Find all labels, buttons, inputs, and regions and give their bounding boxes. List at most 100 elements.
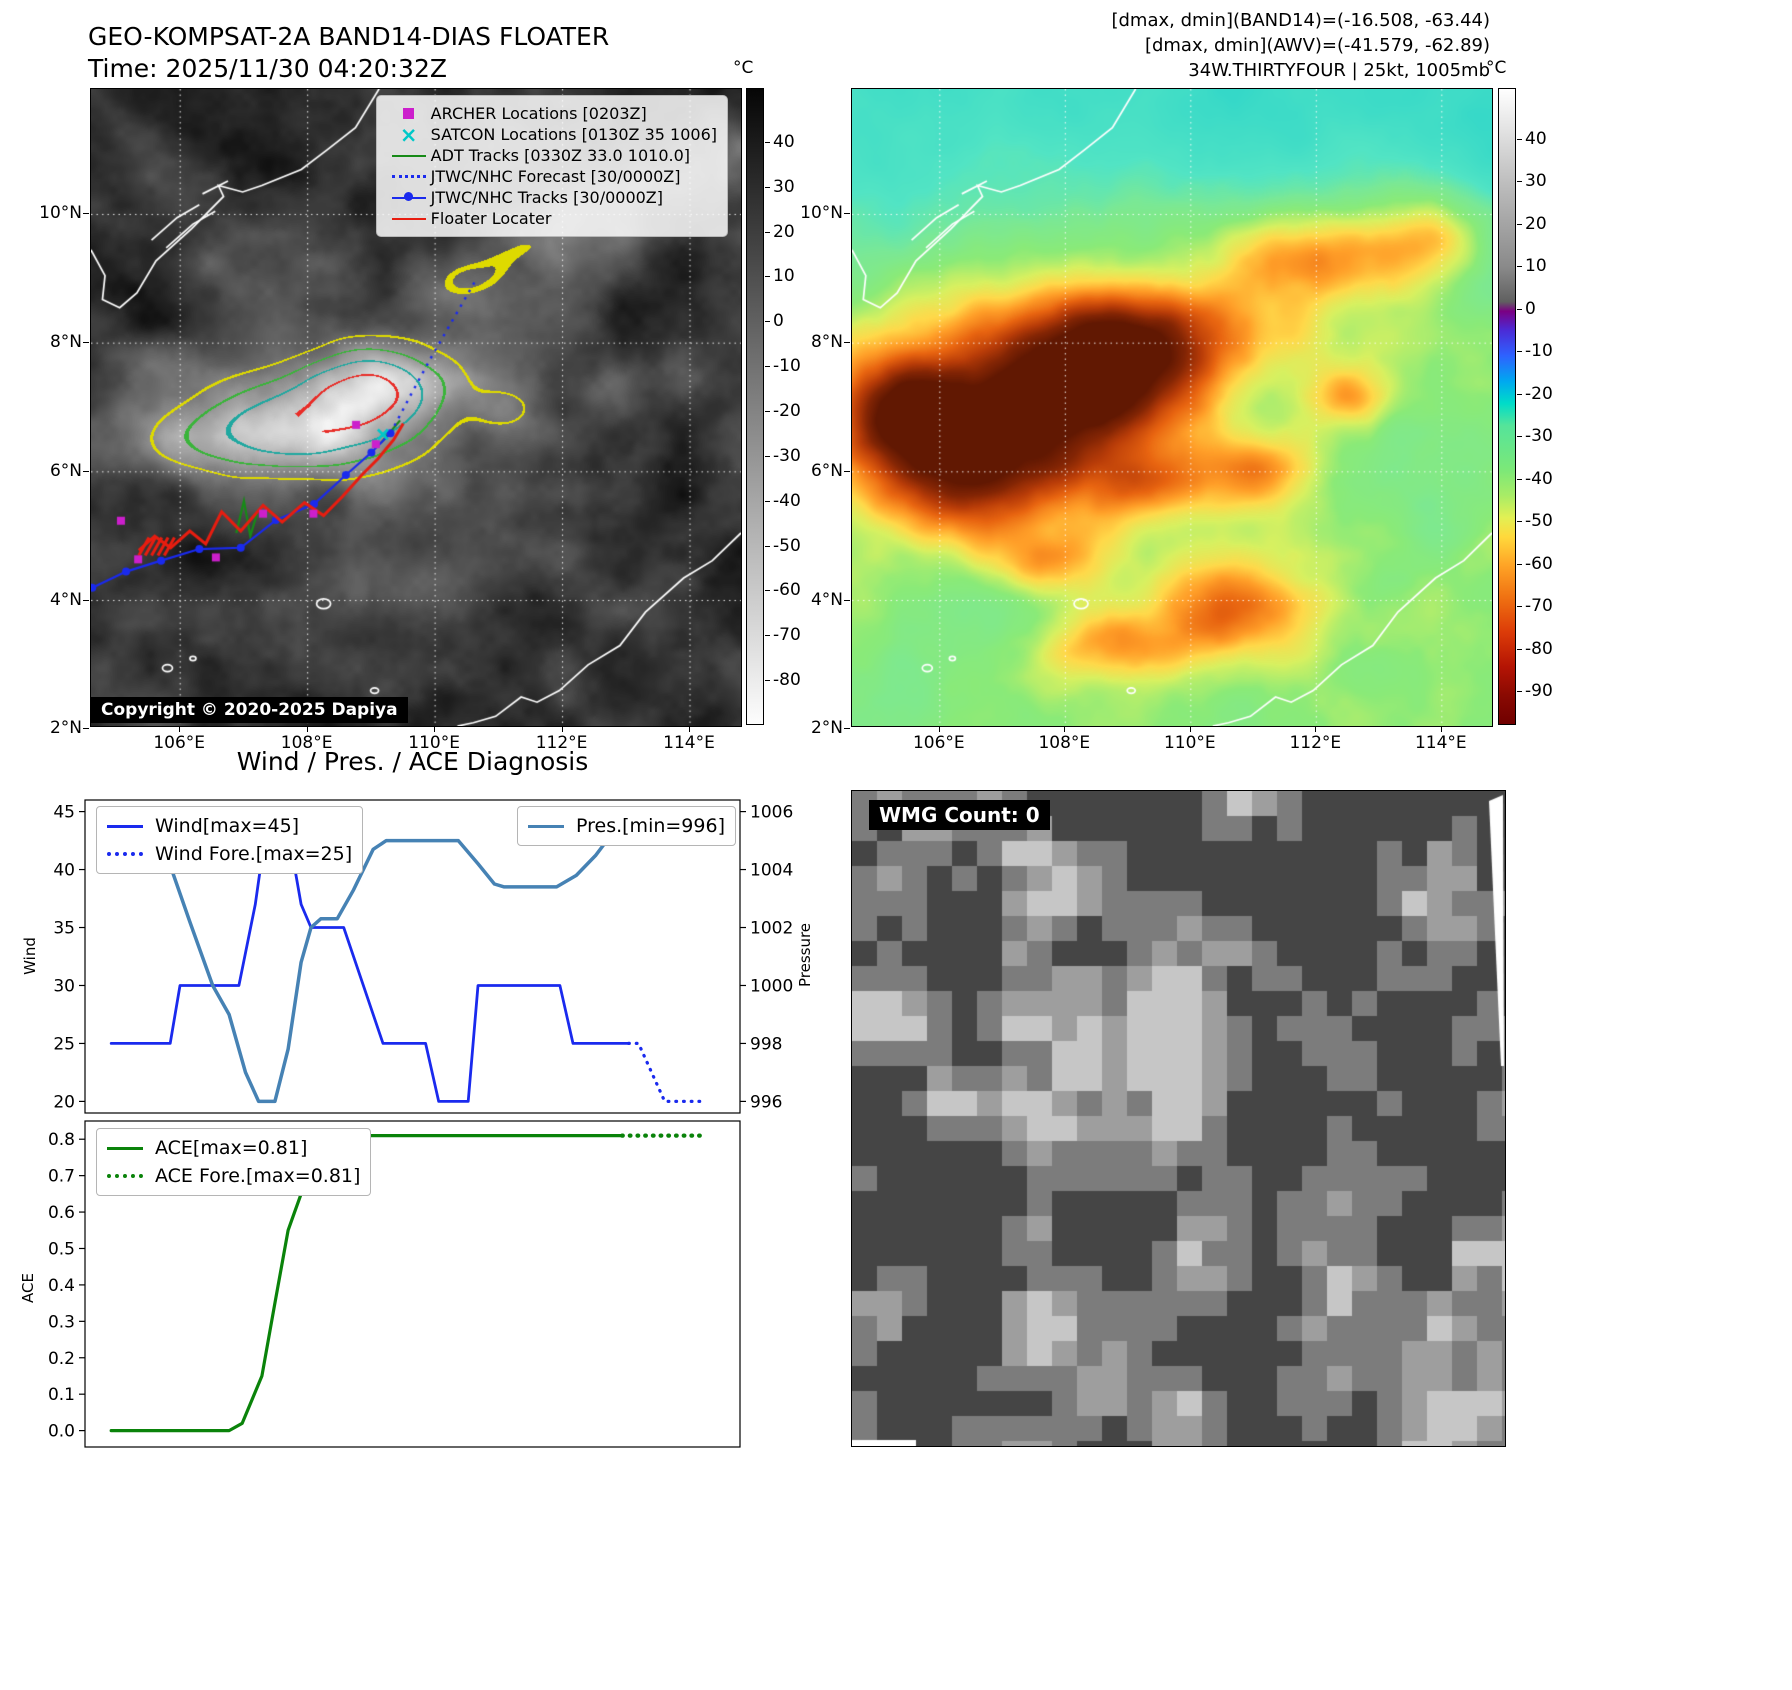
wind-axis-label: Wind: [21, 937, 39, 975]
band14-colorbar-tickmark: [765, 186, 770, 188]
floater-line-icon: [387, 217, 431, 220]
awv-lon-label: 110°E: [1163, 733, 1216, 753]
ytick-label: 0.3: [48, 1312, 75, 1332]
ytick-label: 0.8: [48, 1130, 75, 1150]
ace-axis-label: ACE: [19, 1273, 37, 1303]
ytick-label: 0.5: [48, 1239, 75, 1259]
band14-colorbar-label: -20: [773, 400, 801, 421]
awv-colorbar-label: 30: [1525, 171, 1547, 192]
awv-lon-label: 112°E: [1289, 733, 1342, 753]
band14-colorbar-label: -10: [773, 356, 801, 377]
ytick-label: 45: [53, 803, 75, 823]
awv-colorbar-tickmark: [1517, 351, 1522, 353]
awv-colorbar-label: -50: [1525, 511, 1553, 532]
band14-colorbar-tickmark: [765, 590, 770, 592]
awv-colorbar-label: -80: [1525, 638, 1553, 659]
awv-colorbar-label: -30: [1525, 426, 1553, 447]
band14-lon-tickmark: [179, 726, 181, 732]
awv-colorbar-label: -60: [1525, 553, 1553, 574]
band14-colorbar-tickmark: [765, 276, 770, 278]
legend-label: ACE[max=0.81]: [155, 1137, 308, 1159]
awv-colorbar-tickmark: [1517, 393, 1522, 395]
band14-lon-label: 114°E: [663, 733, 715, 753]
awv-colorbar: [1498, 88, 1516, 725]
ytick-label: 0.0: [48, 1422, 75, 1442]
awv-colorbar-tickmark: [1517, 223, 1522, 225]
ytick-label: 0.6: [48, 1203, 75, 1223]
legend-label: SATCON Locations [0130Z 35 1006]: [430, 125, 717, 144]
band14-lat-tickmark: [83, 342, 89, 344]
chart-frame: [84, 799, 741, 1114]
band14-title: GEO-KOMPSAT-2A BAND14-DIAS FLOATER: [88, 22, 610, 51]
band14-colorbar-tickmark: [765, 231, 770, 233]
pressure-legend: Pres.[min=996]: [517, 806, 736, 846]
awv-colorbar-label: -10: [1525, 341, 1553, 362]
legend-item: ACE[max=0.81]: [107, 1134, 360, 1162]
legend-item: Pres.[min=996]: [528, 812, 725, 840]
diagnosis-charts: 20 25 30 35 40 45 996 998 1000 1002 1004 1006 0.0 0.1…: [48, 799, 793, 1448]
awv-lon-label: 114°E: [1414, 733, 1467, 753]
awv-colorbar-label: 0: [1525, 298, 1536, 319]
awv-colorbar-tickmark: [1517, 648, 1522, 650]
ytick-label: 20: [53, 1092, 75, 1112]
awv-colorbar-tickmark: [1517, 181, 1522, 183]
band14-colorbar-label: 10: [773, 266, 795, 287]
band14-colorbar-label: 40: [773, 131, 795, 152]
awv-lat-label: 6°N: [810, 460, 843, 481]
awv-header-line: 34W.THIRTYFOUR | 25kt, 1005mb: [1188, 60, 1490, 81]
awv-colorbar-label: -90: [1525, 681, 1553, 702]
band14-lon-tickmark: [689, 726, 691, 732]
legend-item: JTWC/NHC Tracks [30/0000Z]: [387, 187, 717, 208]
awv-lat-label: 2°N: [810, 718, 843, 739]
awv-colorbar-label: 10: [1525, 256, 1547, 277]
awv-colorbar-unit: °C: [1486, 58, 1507, 78]
band14-colorbar-label: 30: [773, 176, 795, 197]
legend-label: ACE Fore.[max=0.81]: [155, 1165, 361, 1187]
ytick-label: 998: [750, 1034, 782, 1054]
band14-lat-tickmark: [83, 470, 89, 472]
band14-colorbar-label: -40: [773, 490, 801, 511]
awv-lon-tickmark: [1440, 726, 1442, 732]
legend-label: Pres.[min=996]: [576, 815, 725, 837]
band14-colorbar-label: 0: [773, 311, 784, 332]
legend-item: ADT Tracks [0330Z 33.0 1010.0]: [387, 145, 717, 166]
awv-colorbar-tickmark: [1517, 691, 1522, 693]
ytick-label: 0.2: [48, 1349, 75, 1369]
legend-item: JTWC/NHC Forecast [30/0000Z]: [387, 166, 717, 187]
awv-lat-tickmark: [844, 470, 850, 472]
series-line: [109, 806, 657, 1104]
awv-satellite-image: [851, 88, 1493, 727]
band14-lat-tickmark: [83, 599, 89, 601]
satcon-x-icon: ×: [399, 122, 418, 147]
forecast-dotted-icon: [387, 175, 431, 178]
ace-legend: ACE[max=0.81] ACE Fore.[max=0.81]: [96, 1128, 372, 1196]
track-line-dot-icon: [387, 192, 431, 201]
legend-item: × SATCON Locations [0130Z 35 1006]: [387, 124, 717, 145]
band14-colorbar-label: -80: [773, 670, 801, 691]
band14-colorbar-tickmark: [765, 545, 770, 547]
awv-colorbar-tickmark: [1517, 308, 1522, 310]
awv-colorbar-tickmark: [1517, 521, 1522, 523]
band14-colorbar-tickmark: [765, 680, 770, 682]
legend-line-sample: [107, 852, 143, 856]
band14-lon-label: 108°E: [280, 733, 333, 753]
awv-colorbar-tickmark: [1517, 266, 1522, 268]
ytick-label: 0.7: [48, 1167, 75, 1187]
band14-lat-label: 2°N: [49, 718, 82, 739]
awv-lat-label: 10°N: [800, 203, 843, 224]
band14-colorbar-tickmark: [765, 500, 770, 502]
band14-map-legend: ARCHER Locations [0203Z] × SATCON Location…: [375, 95, 728, 237]
legend-item: Floater Locater: [387, 208, 717, 229]
band14-colorbar-label: -30: [773, 445, 801, 466]
series-line: [626, 1041, 706, 1103]
legend-label: ARCHER Locations [0203Z]: [430, 104, 647, 123]
awv-header-line: [dmax, dmin](AWV)=(-41.579, -62.89): [1144, 35, 1490, 56]
band14-lat-tickmark: [83, 213, 89, 215]
ytick-label: 0.1: [48, 1385, 75, 1405]
band14-lat-label: 10°N: [39, 203, 82, 224]
awv-lat-tickmark: [844, 342, 850, 344]
legend-item: ARCHER Locations [0203Z]: [387, 103, 717, 124]
awv-colorbar-tickmark: [1517, 563, 1522, 565]
adt-line-icon: [387, 154, 431, 157]
